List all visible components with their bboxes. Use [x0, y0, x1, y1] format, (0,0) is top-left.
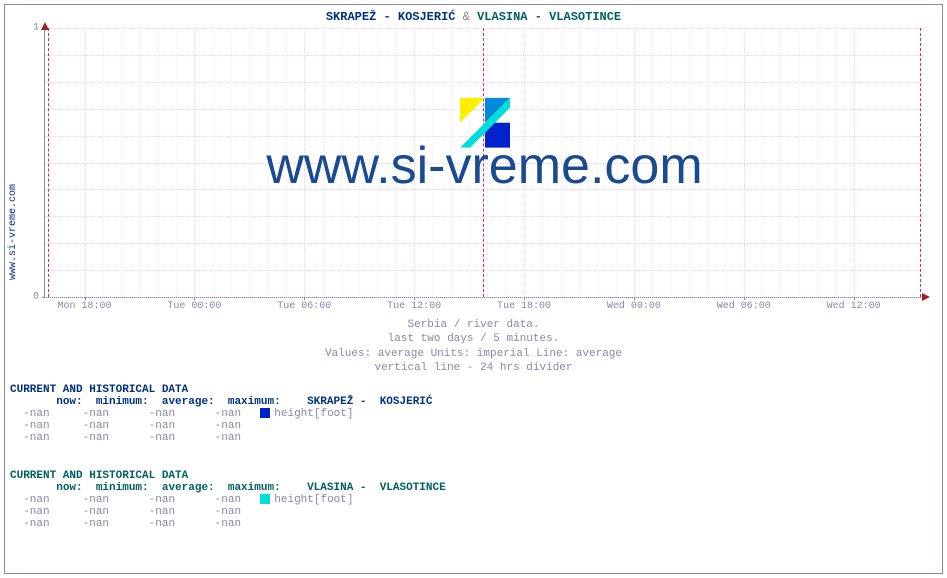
x-tick-label: Wed 12:00 [827, 301, 881, 312]
data-section-2: CURRENT AND HISTORICAL DATA now: minimum… [10, 470, 446, 530]
caption-line-2: last two days / 5 minutes. [0, 332, 947, 346]
caption-line-1: Serbia / river data. [0, 318, 947, 332]
x-tick-label: Tue 12:00 [387, 301, 441, 312]
column-labels: now: minimum: average: maximum: SKRAPEŽ … [10, 396, 433, 408]
caption-line-4: vertical line - 24 hrs divider [0, 361, 947, 375]
table-row: -nan -nan -nan -nan [10, 432, 433, 444]
watermark-logo-icon [460, 98, 510, 152]
height-label: height[foot] [274, 408, 353, 420]
caption-line-3: Values: average Units: imperial Line: av… [0, 347, 947, 361]
x-tick-label: Tue 00:00 [167, 301, 221, 312]
x-tick-label: Tue 06:00 [277, 301, 331, 312]
x-tick-label: Tue 18:00 [497, 301, 551, 312]
section-header: CURRENT AND HISTORICAL DATA [10, 470, 446, 482]
legend-swatch-icon [260, 408, 270, 418]
y-tick-label: 0 [33, 292, 39, 303]
chart-caption: Serbia / river data. last two days / 5 m… [0, 318, 947, 375]
chart-plot-area: 01Mon 18:00Tue 00:00Tue 06:00Tue 12:00Tu… [44, 28, 924, 298]
section-header: CURRENT AND HISTORICAL DATA [10, 384, 433, 396]
y-axis-arrow-icon [41, 22, 49, 30]
table-row: -nan -nan -nan -nan height[foot] [10, 494, 446, 506]
data-section-1: CURRENT AND HISTORICAL DATA now: minimum… [10, 384, 433, 444]
table-row: -nan -nan -nan -nan [10, 506, 446, 518]
x-tick-label: Wed 00:00 [607, 301, 661, 312]
table-row: -nan -nan -nan -nan [10, 420, 433, 432]
title-amp: & [455, 10, 477, 24]
table-row: -nan -nan -nan -nan [10, 518, 446, 530]
legend-swatch-icon [260, 494, 270, 504]
title-series-2: VLASINA - VLASOTINCE [477, 10, 621, 24]
plot-inner: 01Mon 18:00Tue 00:00Tue 06:00Tue 12:00Tu… [45, 28, 924, 297]
x-axis-arrow-icon [922, 293, 930, 301]
column-labels: now: minimum: average: maximum: VLASINA … [10, 482, 446, 494]
height-label: height[foot] [274, 494, 353, 506]
y-tick-label: 1 [33, 23, 39, 34]
side-url-label: www.si-vreme.com [8, 184, 19, 280]
x-tick-label: Wed 06:00 [717, 301, 771, 312]
table-row: -nan -nan -nan -nan height[foot] [10, 408, 433, 420]
chart-title: SKRAPEŽ - KOSJERIĆ & VLASINA - VLASOTINC… [0, 10, 947, 24]
title-series-1: SKRAPEŽ - KOSJERIĆ [326, 10, 456, 24]
x-tick-label: Mon 18:00 [58, 301, 112, 312]
